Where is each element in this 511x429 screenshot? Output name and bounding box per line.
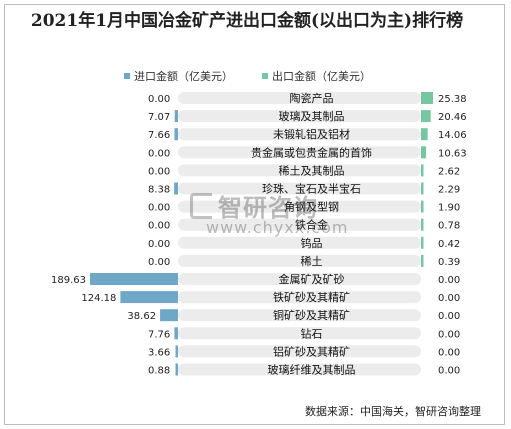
- import-bar: [175, 345, 178, 358]
- category-band: [178, 92, 421, 104]
- import-value-label: 3.66: [148, 347, 170, 358]
- export-value-label: 25.38: [438, 94, 467, 105]
- data-source: 数据来源：中国海关，智研咨询整理: [305, 405, 481, 418]
- import-value-label: 7.07: [148, 112, 170, 123]
- watermark-logo-icon: [190, 192, 212, 219]
- import-bar: [175, 363, 178, 376]
- category-label: 金属矿及矿砂: [279, 272, 345, 286]
- legend-export-label: 出口金额（亿美元）: [272, 70, 371, 83]
- category-band: [178, 218, 421, 231]
- import-bar: [120, 291, 178, 304]
- export-value-label: 2.29: [438, 185, 460, 196]
- export-value-label: 0.00: [438, 347, 460, 358]
- export-value-label: 14.06: [438, 130, 467, 141]
- export-bar: [421, 110, 431, 123]
- export-value-label: 0.00: [438, 366, 460, 377]
- export-value-label: 0.78: [438, 221, 460, 232]
- import-bar: [174, 327, 178, 340]
- export-bar: [421, 92, 433, 104]
- export-bar: [421, 164, 424, 177]
- export-value-label: 0.00: [438, 311, 460, 322]
- legend-import-label: 进口金额（亿美元）: [134, 70, 233, 83]
- export-value-label: 1.90: [438, 203, 460, 214]
- category-band: [178, 164, 421, 177]
- import-value-label: 124.18: [81, 293, 116, 304]
- export-bar: [421, 236, 424, 249]
- import-value-label: 0.00: [148, 148, 170, 159]
- export-value-label: 10.63: [438, 148, 467, 159]
- export-bar: [421, 128, 428, 141]
- import-value-label: 7.76: [148, 329, 170, 340]
- category-band: [178, 182, 421, 195]
- export-value-label: 20.46: [438, 112, 467, 123]
- category-label: 角钢及型钢: [284, 200, 339, 214]
- legend-export: 出口金额（亿美元）: [262, 68, 371, 84]
- category-band: [178, 236, 421, 249]
- category-band: [178, 254, 421, 267]
- chart-frame: [4, 4, 505, 425]
- import-value-label: 0.00: [148, 257, 170, 268]
- export-value-label: 2.62: [438, 166, 460, 177]
- legend-export-swatch: [262, 73, 268, 79]
- category-label: 玻璃纤维及其制品: [268, 363, 356, 377]
- export-value-label: 0.00: [438, 329, 460, 340]
- watermark-brand: 智研咨询: [218, 194, 318, 222]
- import-value-label: 7.66: [148, 130, 170, 141]
- category-label: 稀土: [301, 255, 323, 268]
- export-bar: [421, 146, 427, 159]
- chart-title: 2021年1月中国冶金矿产进出口金额(以出口为主)排行榜: [30, 11, 464, 31]
- category-band: [178, 110, 421, 123]
- import-bar: [174, 128, 178, 141]
- category-label: 珍珠、宝石及半宝石: [262, 182, 361, 196]
- import-value-label: 0.00: [148, 166, 170, 177]
- category-band: [178, 128, 421, 141]
- import-value-label: 38.62: [127, 311, 156, 322]
- import-value-label: 0.00: [148, 239, 170, 250]
- category-label: 稀土及其制品: [279, 164, 345, 177]
- export-value-label: 0.42: [438, 239, 460, 250]
- import-value-label: 0.00: [148, 221, 170, 232]
- import-value-label: 0.88: [148, 366, 170, 377]
- category-band: [178, 363, 421, 376]
- category-label: 钻石: [301, 326, 323, 340]
- legend-import: 进口金额（亿美元）: [124, 68, 233, 84]
- import-bar: [174, 110, 178, 123]
- export-bar: [421, 218, 424, 231]
- export-bar: [421, 182, 424, 195]
- category-band: [178, 200, 421, 213]
- category-label: 铁合金: [295, 218, 328, 232]
- category-band: [178, 345, 421, 358]
- category-label: 玻璃及其制品: [279, 109, 345, 123]
- category-label: 铁矿砂及其精矿: [273, 291, 350, 304]
- import-value-label: 0.00: [148, 94, 170, 105]
- category-label: 铜矿砂及其精矿: [273, 308, 350, 322]
- category-label: 铝矿砂及其精矿: [273, 344, 350, 358]
- category-band: [178, 273, 421, 285]
- category-band: [178, 309, 421, 322]
- import-bar: [174, 182, 178, 195]
- category-label: 钨品: [301, 237, 323, 250]
- category-band: [178, 146, 421, 159]
- category-label: 陶瓷产品: [290, 91, 334, 105]
- import-bar: [160, 309, 178, 322]
- import-value-label: 0.00: [148, 203, 170, 214]
- category-band: [178, 327, 421, 340]
- legend-import-swatch: [124, 73, 130, 79]
- export-value-label: 0.39: [438, 257, 460, 268]
- export-value-label: 0.00: [438, 293, 460, 304]
- watermark: 智研咨询: [190, 188, 318, 223]
- export-bar: [421, 200, 424, 213]
- category-label: 贵金属或包贵金属的首饰: [251, 145, 372, 159]
- category-label: 未锻轧铝及铝材: [273, 127, 350, 141]
- import-value-label: 189.63: [51, 275, 86, 286]
- category-band: [178, 291, 421, 304]
- export-value-label: 0.00: [438, 275, 460, 286]
- export-bar: [421, 254, 424, 267]
- import-bar: [90, 273, 178, 285]
- import-value-label: 8.38: [148, 185, 170, 196]
- watermark-url: www.chyxx.com: [206, 218, 349, 237]
